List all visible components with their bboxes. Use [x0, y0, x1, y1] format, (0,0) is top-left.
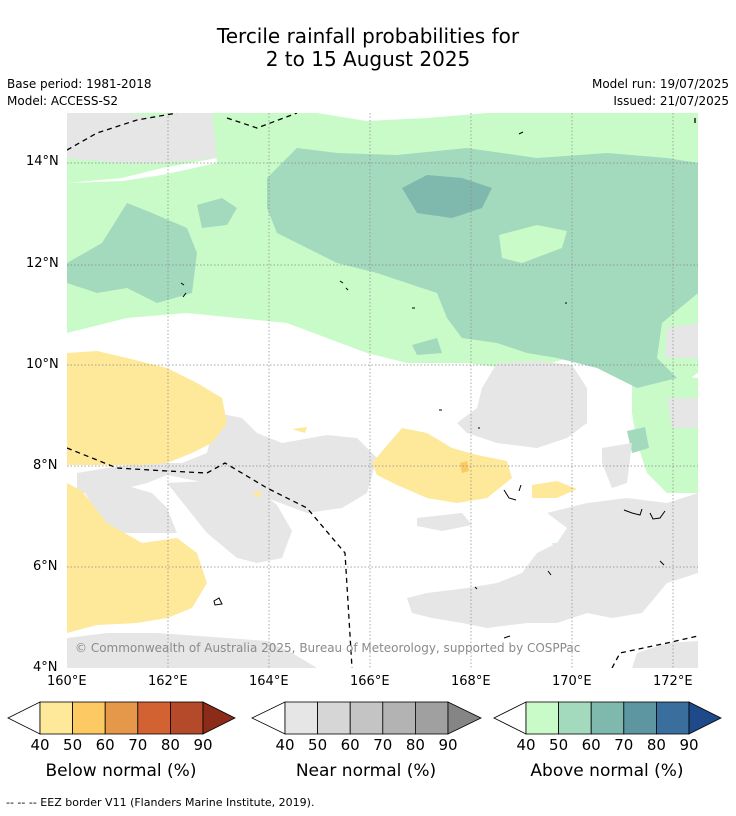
colorbar-above-segment — [525, 701, 559, 735]
above-normal-60-region — [67, 203, 197, 303]
colorbar-above-high-triangle — [688, 701, 722, 735]
colorbar-below-segment — [72, 701, 106, 735]
colorbar-below-tick-label: 50 — [63, 736, 83, 754]
title-line-1: Tercile rainfall probabilities for — [216, 24, 520, 48]
colorbar-below-tick-label: 70 — [128, 736, 148, 754]
near-normal-50-region — [67, 633, 317, 668]
near-normal-50-region — [417, 513, 472, 531]
colorbars-svg — [7, 701, 722, 735]
lat-tick-4n: 4°N — [33, 660, 58, 675]
near-normal-50-region — [82, 483, 177, 533]
colorbar-above-tick-label: 40 — [516, 736, 536, 754]
lat-tick-10n: 10°N — [26, 357, 59, 372]
colorbar-below-normal — [7, 701, 236, 735]
map-svg — [66, 112, 699, 669]
colorbar-above-segment — [656, 701, 690, 735]
colorbar-below-segment — [169, 701, 204, 735]
near-normal-50-region — [167, 481, 292, 563]
lon-tick-172e: 172°E — [653, 674, 693, 689]
colorbar-near-segment — [284, 701, 318, 735]
lat-tick-8n: 8°N — [33, 458, 58, 473]
colorbar-above-tick-label: 70 — [614, 736, 634, 754]
above-normal-60-region — [267, 148, 698, 388]
colorbar-below-tick-label: 90 — [193, 736, 213, 754]
lat-tick-12n: 12°N — [26, 256, 59, 271]
above-normal-60-region — [412, 338, 442, 355]
colorbar-near-segment — [414, 701, 449, 735]
colorbar-near-segment — [317, 701, 351, 735]
lon-tick-168e: 168°E — [451, 674, 491, 689]
lat-tick-6n: 6°N — [33, 559, 58, 574]
colorbar-near-tick-label: 40 — [275, 736, 295, 754]
near-normal-50-region — [602, 443, 632, 488]
colorbar-below-segment — [137, 701, 171, 735]
above-normal-60-region — [197, 198, 237, 228]
colorbar-above-normal — [493, 701, 722, 735]
colorbar-above-segment — [558, 701, 592, 735]
colorbar-near-segment — [349, 701, 384, 735]
colorbar-near-segment — [382, 701, 416, 735]
colorbar-above-tick-label: 50 — [549, 736, 569, 754]
base-period: Base period: 1981-2018 — [7, 77, 152, 91]
above-normal-70-region — [402, 175, 492, 218]
colorbar-above-segment — [590, 701, 625, 735]
near-normal-50-region — [632, 641, 698, 668]
colorbar-title-near: Near normal (%) — [295, 761, 437, 781]
lon-tick-166e: 166°E — [350, 674, 390, 689]
near-normal-50-region — [667, 398, 698, 428]
colorbar-title-above: Above normal (%) — [530, 761, 684, 781]
lon-tick-162e: 162°E — [148, 674, 188, 689]
below-normal-50-region — [252, 491, 262, 498]
colorbar-near-tick-label: 70 — [373, 736, 393, 754]
copyright-notice: © Commonwealth of Australia 2025, Bureau… — [75, 641, 581, 655]
title-line-2: 2 to 15 August 2025 — [265, 47, 471, 71]
colorbar-title-below: Below normal (%) — [45, 761, 197, 781]
colorbar-near-tick-label: 90 — [438, 736, 458, 754]
colorbar-near-low-triangle — [251, 701, 286, 735]
below-normal-50-region — [67, 483, 207, 633]
lon-tick-170e: 170°E — [552, 674, 592, 689]
colorbar-below-tick-label: 60 — [95, 736, 115, 754]
near-normal-50-region — [665, 323, 698, 358]
colorbar-above-tick-label: 60 — [581, 736, 601, 754]
map-gridlines — [67, 113, 698, 668]
near-normal-50-region — [457, 361, 587, 448]
colorbar-below-segment — [104, 701, 139, 735]
colorbar-below-tick-label: 40 — [30, 736, 50, 754]
colorbar-below-tick-label: 80 — [160, 736, 180, 754]
colorbar-above-segment — [623, 701, 657, 735]
below-normal-50-region — [372, 428, 512, 503]
lon-tick-160e: 160°E — [47, 674, 87, 689]
colorbar-below-high-triangle — [202, 701, 236, 735]
above-normal-60-region — [627, 427, 649, 453]
colorbar-near-normal — [251, 701, 482, 735]
eez-border — [66, 112, 699, 669]
below-normal-50-region — [532, 481, 577, 498]
eez-legend-footer: -- -- -- EEZ border V11 (Flanders Marine… — [6, 796, 315, 809]
near-normal-50-region — [67, 113, 217, 163]
near-normal-50-region — [77, 413, 377, 513]
colorbar-above-tick-label: 80 — [646, 736, 666, 754]
colorbar-above-tick-label: 90 — [679, 736, 699, 754]
colorbar-near-high-triangle — [447, 701, 482, 735]
below-normal-50-region — [292, 427, 307, 433]
island-outlines — [180, 131, 666, 639]
lat-tick-14n: 14°N — [26, 154, 59, 169]
rainfall-map — [66, 112, 699, 669]
colorbar-below-low-triangle — [7, 701, 41, 735]
below-normal-50-region — [67, 351, 227, 465]
colorbar-below-segment — [39, 701, 73, 735]
colorbar-near-tick-label: 80 — [405, 736, 425, 754]
below-normal-60-region — [460, 461, 469, 473]
issued-date: Issued: 21/07/2025 — [613, 94, 729, 108]
model: Model: ACCESS-S2 — [7, 94, 119, 108]
near-normal-50-region — [407, 493, 698, 628]
colorbar-above-low-triangle — [493, 701, 527, 735]
colorbar-near-tick-label: 60 — [340, 736, 360, 754]
lon-tick-164e: 164°E — [249, 674, 289, 689]
colorbar-near-tick-label: 50 — [308, 736, 328, 754]
above-normal-50-region — [499, 225, 567, 263]
model-run: Model run: 19/07/2025 — [591, 77, 729, 91]
